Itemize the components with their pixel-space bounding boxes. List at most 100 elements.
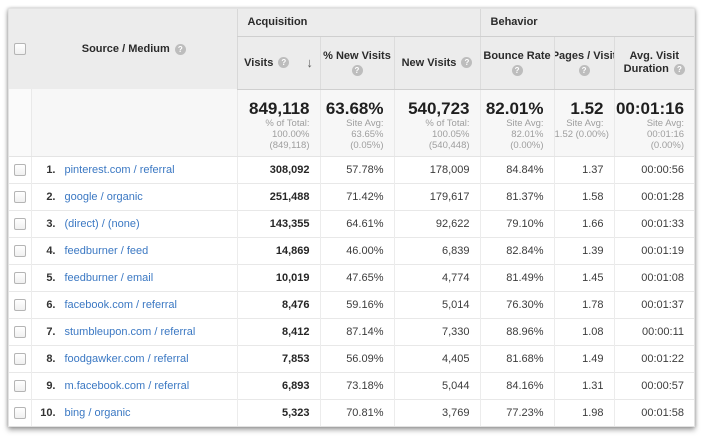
pct-new-visits-value: 47.65% (319, 263, 394, 291)
bounce-rate-value: 84.16% (479, 371, 555, 399)
source-medium-link[interactable]: (direct) / (none) (64, 217, 140, 230)
visits-value: 14,869 (236, 236, 320, 264)
row-index: 3. (46, 217, 56, 230)
source-medium-link[interactable]: bing / organic (64, 406, 131, 419)
help-icon[interactable]: ? (673, 63, 685, 75)
pages-per-visit-value: 1.58 (553, 182, 615, 210)
new-visits-value: 4,405 (393, 344, 481, 372)
table-row: 8. foodgawker.com / referral 7,853 56.09… (9, 344, 695, 372)
group-header-behavior: Behavior (479, 9, 695, 37)
row-checkbox[interactable] (13, 352, 26, 365)
pages-per-visit-value: 1.78 (553, 290, 615, 318)
avg-visit-duration-value: 00:01:58 (613, 398, 695, 426)
column-header-avg-visit-duration[interactable]: Avg. Visit Duration ? (613, 36, 695, 90)
row-checkbox[interactable] (13, 163, 26, 176)
select-all-checkbox[interactable] (14, 43, 26, 56)
table-row: 1. pinterest.com / referral 308,092 57.7… (9, 156, 695, 183)
source-medium-link[interactable]: facebook.com / referral (64, 298, 178, 311)
pct-new-visits-value: 46.00% (319, 236, 394, 264)
pages-per-visit-label: Pages / Visit (554, 49, 615, 62)
bounce-rate-value: 84.84% (479, 156, 555, 183)
totals-pages-per-visit: 1.52 Site Avg: 1.52 (0.00%) (553, 89, 615, 157)
help-icon[interactable]: ? (174, 43, 186, 55)
pct-new-visits-value: 87.14% (319, 317, 394, 345)
bounce-rate-value: 81.49% (479, 263, 555, 291)
totals-avg-visit-duration-value: 00:01:16 (615, 98, 685, 118)
totals-visits: 849,118 % of Total: 100.00% (849,118) (236, 89, 320, 157)
source-medium-link[interactable]: pinterest.com / referral (64, 163, 175, 176)
pct-new-visits-value: 59.16% (319, 290, 394, 318)
new-visits-value: 7,330 (393, 317, 481, 345)
help-icon[interactable]: ? (351, 64, 363, 76)
avg-visit-duration-label-line1: Avg. Visit (629, 49, 680, 62)
pct-new-visits-value: 57.78% (319, 156, 394, 183)
column-header-new-visits[interactable]: New Visits ? (393, 36, 481, 90)
avg-visit-duration-value: 00:01:08 (613, 263, 695, 291)
source-medium-link[interactable]: m.facebook.com / referral (64, 379, 190, 392)
column-header-visits[interactable]: Visits ? ↓ (236, 36, 320, 90)
avg-visit-duration-label-line2: Duration (623, 62, 669, 75)
totals-new-visits: 540,723 % of Total: 100.05% (540,448) (393, 89, 481, 157)
column-header-pages-per-visit[interactable]: Pages / Visit ? (553, 36, 615, 90)
row-index: 7. (46, 325, 56, 338)
totals-bounce-rate: 82.01% Site Avg: 82.01% (0.00%) (479, 89, 555, 157)
visits-value: 10,019 (236, 263, 320, 291)
table-row: 5. feedburner / email 10,019 47.65% 4,77… (9, 263, 695, 291)
row-checkbox[interactable] (13, 379, 26, 392)
totals-pct-new-visits: 63.68% Site Avg: 63.65% (0.05%) (319, 89, 394, 157)
help-icon[interactable]: ? (278, 57, 290, 68)
bounce-rate-value: 81.68% (479, 344, 555, 372)
pct-new-visits-value: 73.18% (319, 371, 394, 399)
row-checkbox[interactable] (13, 325, 26, 338)
avg-visit-duration-value: 00:01:37 (613, 290, 695, 318)
new-visits-value: 3,769 (393, 398, 481, 426)
column-header-pct-new-visits[interactable]: % New Visits ? (319, 36, 394, 90)
row-checkbox[interactable] (13, 217, 26, 230)
behavior-label: Behavior (490, 16, 538, 29)
new-visits-value: 178,009 (393, 156, 481, 183)
help-icon[interactable]: ? (511, 64, 523, 76)
pct-new-visits-value: 64.61% (319, 209, 394, 237)
sort-descending-icon: ↓ (306, 55, 313, 70)
bounce-rate-label: Bounce Rate (483, 49, 551, 62)
new-visits-value: 92,622 (393, 209, 481, 237)
pages-per-visit-value: 1.45 (553, 263, 615, 291)
column-header-source-medium[interactable]: Source / Medium ? (31, 9, 237, 89)
new-visits-value: 179,617 (393, 182, 481, 210)
row-index: 1. (46, 163, 56, 176)
source-medium-link[interactable]: feedburner / feed (64, 244, 149, 257)
pages-per-visit-value: 1.31 (553, 371, 615, 399)
bounce-rate-value: 88.96% (479, 317, 555, 345)
source-medium-link[interactable]: google / organic (64, 190, 143, 203)
new-visits-value: 5,014 (393, 290, 481, 318)
table-row: 9. m.facebook.com / referral 6,893 73.18… (9, 371, 695, 399)
row-checkbox[interactable] (13, 190, 26, 203)
row-index: 5. (46, 271, 56, 284)
row-checkbox[interactable] (13, 271, 26, 284)
row-checkbox[interactable] (13, 298, 26, 311)
help-icon[interactable]: ? (578, 64, 590, 76)
visits-value: 308,092 (236, 156, 320, 183)
analytics-table-panel: Source / Medium ? Acquisition Behavior V… (8, 8, 695, 427)
totals-checkbox-cell (9, 89, 31, 157)
source-medium-table: Source / Medium ? Acquisition Behavior V… (9, 9, 695, 426)
pct-new-visits-value: 70.81% (319, 398, 394, 426)
row-checkbox[interactable] (13, 406, 26, 419)
row-index: 10. (40, 406, 56, 419)
help-icon[interactable]: ? (461, 57, 473, 68)
avg-visit-duration-value: 00:01:28 (613, 182, 695, 210)
visits-value: 251,488 (236, 182, 320, 210)
source-medium-link[interactable]: feedburner / email (64, 271, 154, 284)
avg-visit-duration-value: 00:00:11 (613, 317, 695, 345)
column-header-bounce-rate[interactable]: Bounce Rate ? (479, 36, 555, 90)
source-medium-link[interactable]: foodgawker.com / referral (64, 352, 189, 365)
visits-value: 6,893 (236, 371, 320, 399)
pages-per-visit-value: 1.08 (553, 317, 615, 345)
row-index: 8. (46, 352, 56, 365)
bounce-rate-value: 77.23% (479, 398, 555, 426)
row-checkbox[interactable] (13, 244, 26, 257)
source-medium-link[interactable]: stumbleupon.com / referral (64, 325, 196, 338)
pages-per-visit-value: 1.39 (553, 236, 615, 264)
new-visits-value: 6,839 (393, 236, 481, 264)
pct-new-visits-value: 71.42% (319, 182, 394, 210)
